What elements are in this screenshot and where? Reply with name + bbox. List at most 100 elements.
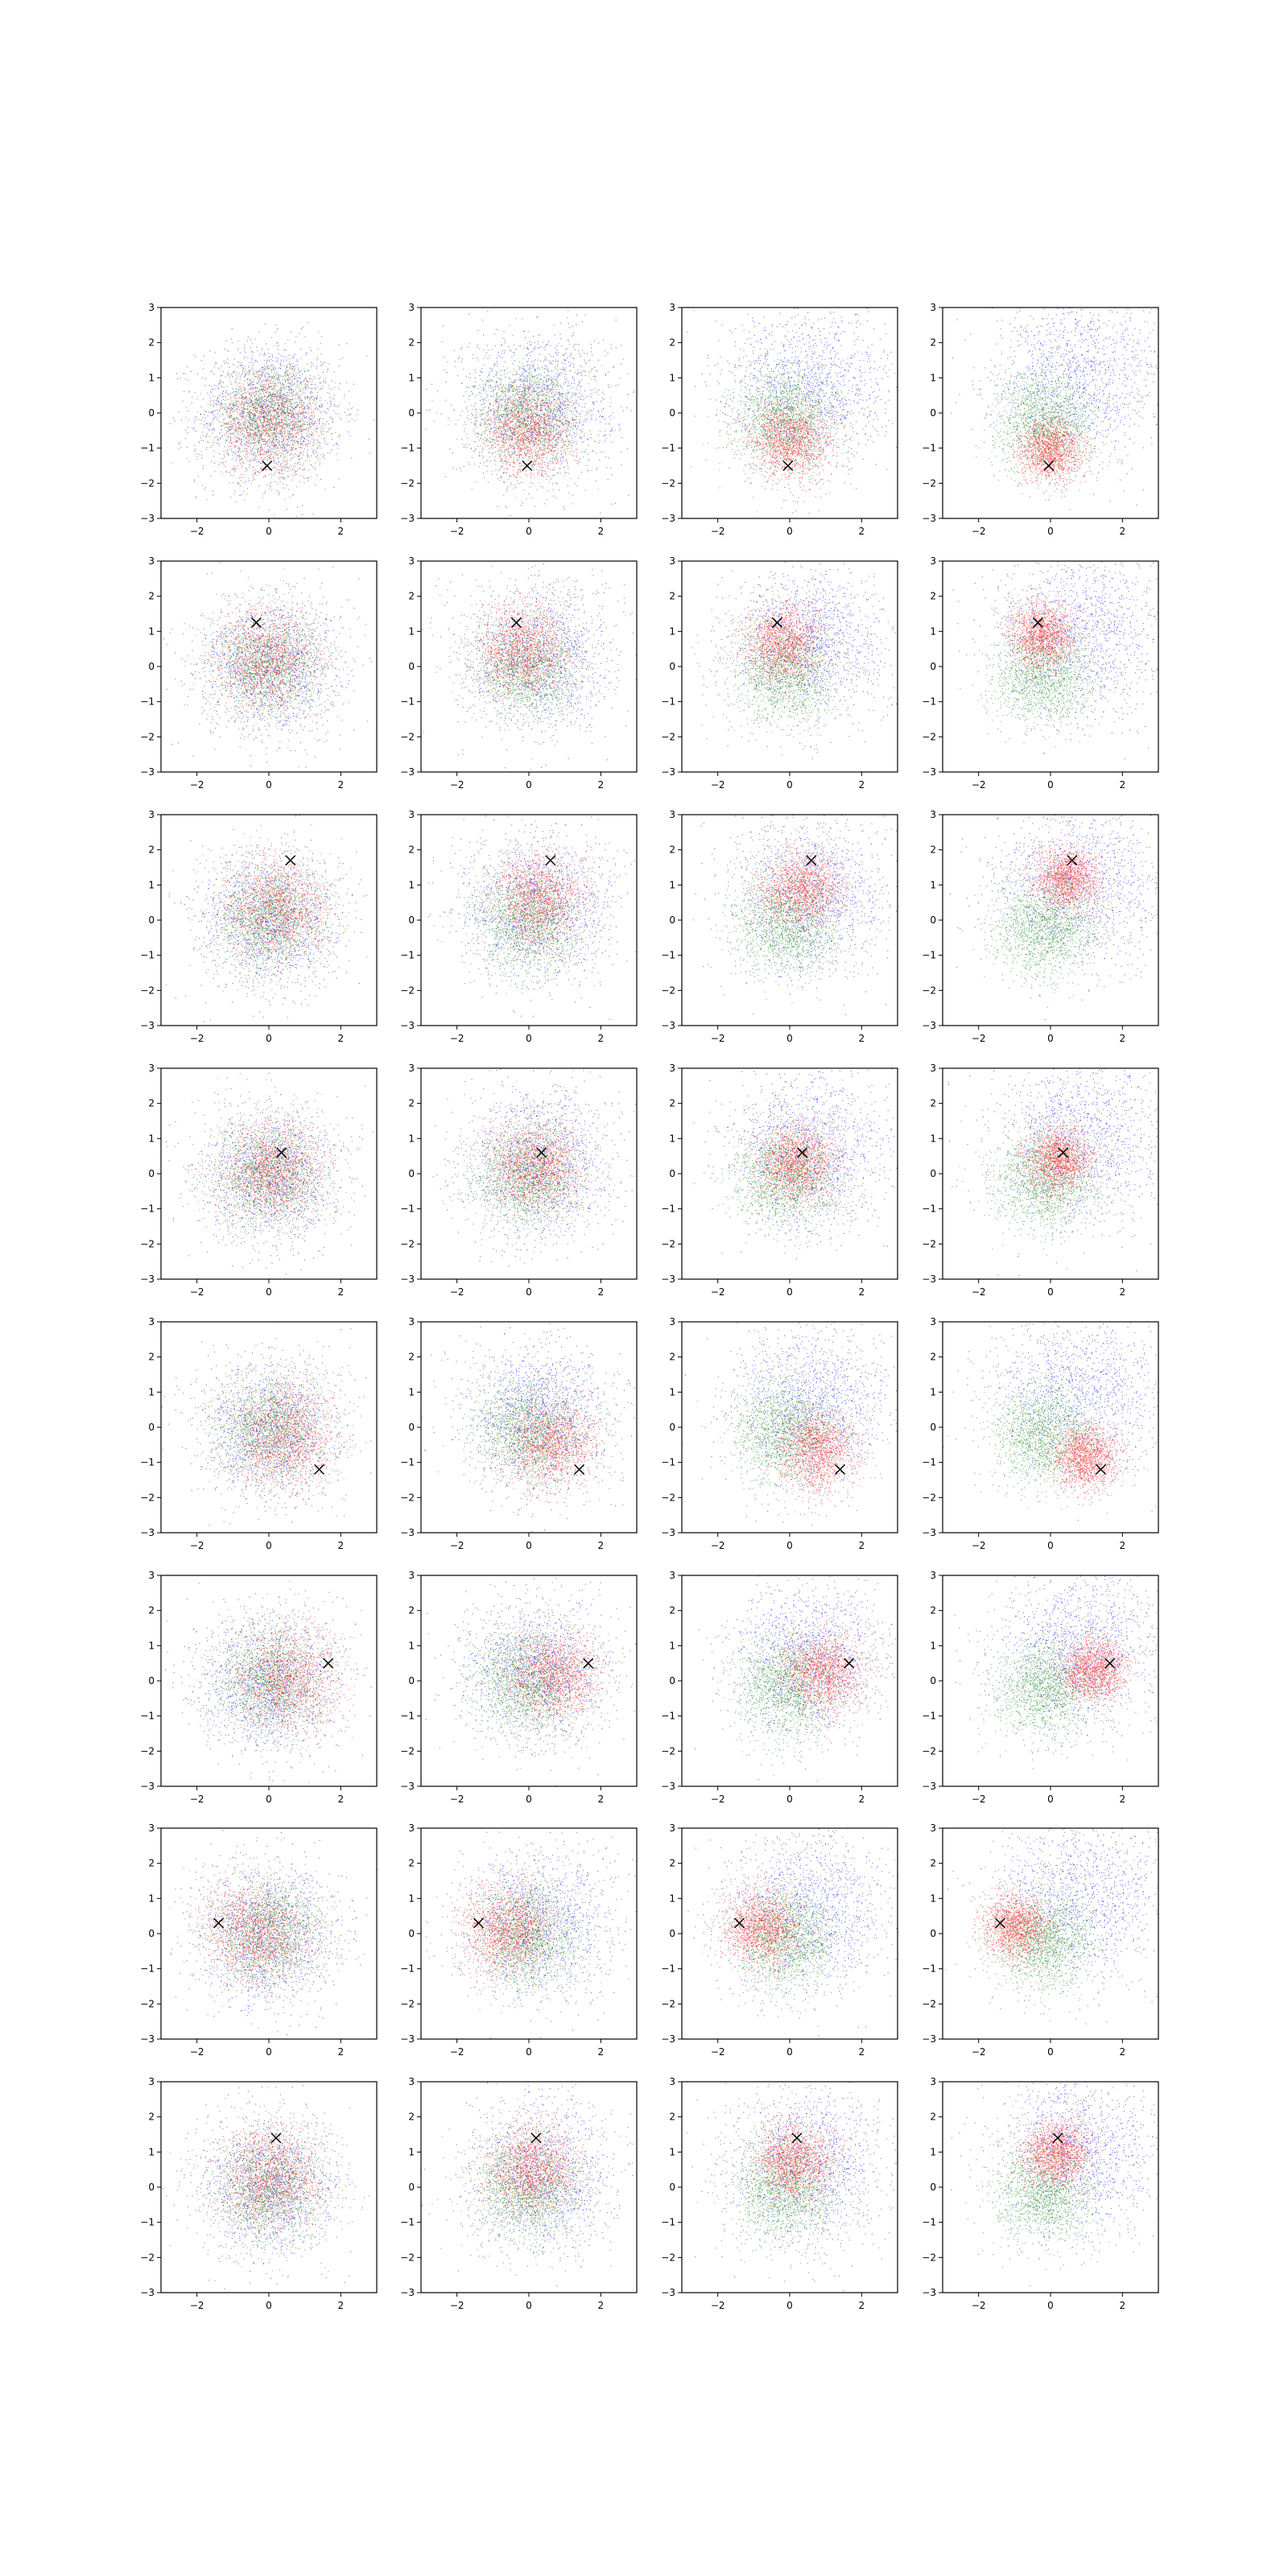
x-tick-label: 2	[338, 1286, 345, 1298]
red-points	[195, 1581, 367, 1783]
axes-frame	[943, 561, 1158, 772]
x-tick-label: 0	[1047, 1033, 1054, 1044]
point-cloud	[121, 563, 372, 791]
y-tick-label: 3	[669, 809, 675, 820]
green-points	[426, 1346, 615, 1513]
x-tick-label: −2	[711, 779, 725, 791]
y-tick-label: −2	[661, 1492, 675, 1503]
y-tick-label: 3	[148, 555, 155, 567]
y-tick-label: 2	[930, 1098, 936, 1109]
blue-points	[121, 563, 372, 791]
blue-points	[422, 1292, 697, 1532]
y-tick-label: −2	[400, 731, 415, 742]
x-tick-label: 0	[1047, 2046, 1054, 2058]
y-tick-label: 1	[148, 1386, 155, 1397]
point-cloud	[927, 235, 1225, 510]
green-points	[442, 1081, 615, 1263]
y-tick-label: 1	[148, 372, 155, 383]
y-tick-label: −2	[400, 1492, 415, 1503]
y-tick-label: 3	[148, 1570, 155, 1581]
green-points	[153, 2093, 351, 2277]
y-tick-label: 0	[408, 914, 415, 926]
point-cloud	[148, 793, 398, 1037]
blue-points	[927, 235, 1225, 505]
green-points	[431, 2110, 620, 2267]
y-tick-label: −3	[400, 1527, 415, 1538]
y-tick-label: 3	[148, 809, 155, 820]
y-tick-label: 0	[408, 1675, 415, 1686]
red-points	[176, 2087, 349, 2261]
y-tick-label: 0	[148, 2182, 155, 2193]
y-tick-label: −1	[922, 1711, 936, 1722]
y-tick-label: −2	[922, 1745, 936, 1757]
red-points	[1036, 1407, 1148, 1513]
y-tick-label: −1	[140, 443, 155, 454]
x-tick-label: 2	[859, 1794, 865, 1805]
x-tick-label: 2	[859, 1033, 865, 1044]
point-cloud	[687, 2044, 959, 2301]
y-tick-label: 0	[408, 1168, 415, 1179]
axes-frame	[682, 1322, 898, 1533]
y-tick-label: 2	[408, 844, 415, 856]
axes-frame	[161, 1828, 377, 2039]
y-tick-label: −2	[661, 1745, 675, 1757]
y-tick-label: 1	[669, 879, 675, 890]
y-tick-label: 0	[930, 407, 936, 419]
y-tick-label: −2	[922, 1492, 936, 1503]
x-tick-label: −2	[190, 1794, 204, 1805]
blue-points	[148, 793, 398, 1037]
y-tick-label: 1	[930, 2146, 936, 2157]
x-tick-label: −2	[190, 1540, 204, 1551]
y-tick-label: 1	[669, 1133, 675, 1144]
y-tick-label: 1	[408, 879, 415, 890]
x-tick-label: −2	[711, 1794, 725, 1805]
row-marker	[262, 461, 272, 471]
red-points	[966, 1875, 1066, 1988]
x-tick-label: 2	[859, 1286, 865, 1298]
y-tick-label: 0	[930, 661, 936, 672]
red-points	[697, 1860, 831, 1992]
point-cloud	[948, 985, 1224, 1307]
y-tick-label: 0	[148, 661, 155, 672]
x-tick-label: −2	[190, 526, 204, 537]
point-cloud	[390, 535, 661, 770]
green-points	[703, 1612, 876, 1776]
y-tick-label: −2	[140, 731, 155, 742]
x-tick-label: 2	[338, 1540, 345, 1551]
y-tick-label: 3	[408, 1570, 415, 1581]
y-tick-label: −2	[400, 2252, 415, 2263]
y-tick-label: −1	[140, 1711, 155, 1722]
y-tick-label: 1	[930, 1640, 936, 1651]
point-cloud	[151, 1824, 396, 2057]
axes-frame	[943, 1575, 1158, 1786]
y-tick-label: 2	[408, 1098, 415, 1109]
blue-points	[950, 745, 1217, 1035]
blue-points	[419, 1806, 679, 2038]
y-tick-label: 1	[669, 2146, 675, 2157]
x-tick-label: 2	[859, 526, 865, 537]
y-tick-label: −1	[922, 696, 936, 708]
x-tick-label: 2	[598, 2300, 605, 2311]
y-tick-label: 0	[669, 1422, 675, 1433]
y-tick-label: 2	[930, 2112, 936, 2123]
y-tick-label: −1	[661, 1963, 675, 1975]
y-tick-label: −1	[922, 443, 936, 454]
row-marker	[546, 856, 555, 865]
axes-frame	[161, 1068, 377, 1279]
y-tick-label: 1	[148, 1133, 155, 1144]
y-tick-label: −2	[140, 1998, 155, 2009]
y-tick-label: −1	[661, 950, 675, 961]
y-tick-label: 1	[148, 625, 155, 637]
row-marker	[315, 1464, 324, 1474]
x-tick-label: 0	[1047, 2300, 1054, 2311]
y-tick-label: −3	[922, 766, 936, 778]
x-tick-label: −2	[450, 779, 464, 791]
y-tick-label: −3	[661, 1781, 675, 1792]
y-tick-label: −3	[400, 1781, 415, 1792]
green-points	[708, 842, 862, 1015]
blue-points	[145, 1073, 373, 1293]
